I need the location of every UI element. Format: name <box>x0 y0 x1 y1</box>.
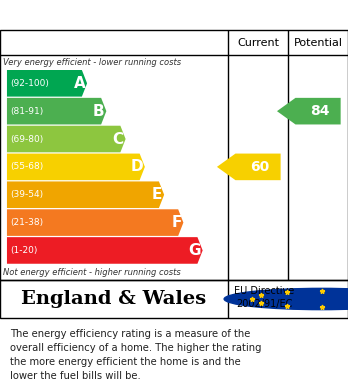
Circle shape <box>224 288 348 310</box>
Polygon shape <box>7 237 203 264</box>
Text: The energy efficiency rating is a measure of the
overall efficiency of a home. T: The energy efficiency rating is a measur… <box>10 329 262 381</box>
Text: E: E <box>152 187 163 202</box>
Text: G: G <box>188 243 201 258</box>
Text: (69-80): (69-80) <box>10 135 44 143</box>
Text: Current: Current <box>237 38 279 47</box>
Text: Potential: Potential <box>294 38 342 47</box>
Text: F: F <box>171 215 182 230</box>
Text: A: A <box>73 76 85 91</box>
Polygon shape <box>7 98 106 124</box>
Text: (1-20): (1-20) <box>10 246 38 255</box>
Text: Very energy efficient - lower running costs: Very energy efficient - lower running co… <box>3 58 182 67</box>
Text: Energy Efficiency Rating: Energy Efficiency Rating <box>50 6 298 24</box>
Text: (81-91): (81-91) <box>10 107 44 116</box>
Text: (92-100): (92-100) <box>10 79 49 88</box>
Text: D: D <box>130 160 143 174</box>
Text: (55-68): (55-68) <box>10 162 44 171</box>
Text: C: C <box>113 131 124 147</box>
Polygon shape <box>277 98 341 124</box>
Text: Not energy efficient - higher running costs: Not energy efficient - higher running co… <box>3 268 181 277</box>
Text: EU Directive
2002/91/EC: EU Directive 2002/91/EC <box>234 285 294 309</box>
Polygon shape <box>7 209 183 236</box>
Text: (39-54): (39-54) <box>10 190 44 199</box>
Polygon shape <box>7 126 126 152</box>
Text: England & Wales: England & Wales <box>22 290 206 308</box>
Text: 84: 84 <box>310 104 330 118</box>
Text: (21-38): (21-38) <box>10 218 44 227</box>
Polygon shape <box>7 70 87 97</box>
Polygon shape <box>7 181 164 208</box>
Text: 60: 60 <box>250 160 269 174</box>
Polygon shape <box>217 154 280 180</box>
Polygon shape <box>7 154 145 180</box>
Text: B: B <box>93 104 105 118</box>
